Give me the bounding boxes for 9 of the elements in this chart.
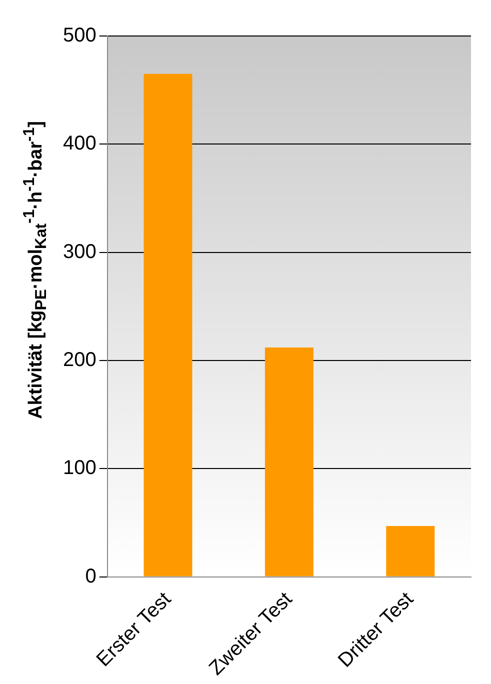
y-tick-label: 300 <box>62 240 96 263</box>
bar <box>144 74 192 576</box>
bar <box>386 526 435 576</box>
y-tick-label: 500 <box>62 24 96 47</box>
y-tick-label: 0 <box>85 565 96 588</box>
bar <box>264 348 314 576</box>
y-tick-label: 200 <box>62 348 96 371</box>
y-tick-label: 100 <box>62 457 96 480</box>
y-tick-label: 400 <box>62 132 96 155</box>
